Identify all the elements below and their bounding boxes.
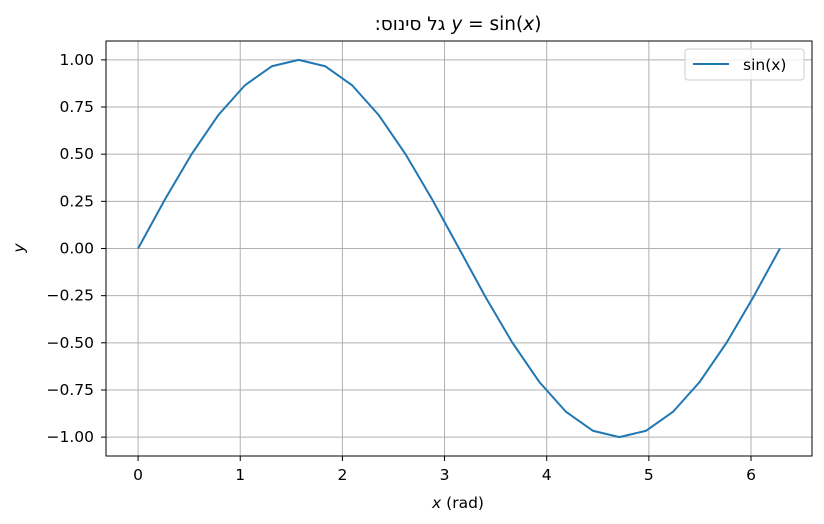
x-tick-label: 4 <box>542 466 552 484</box>
series-line-sin <box>137 58 781 439</box>
x-tick-label: 5 <box>644 466 654 484</box>
x-axis-label: x (rad) <box>431 494 484 512</box>
tick-marks <box>101 59 752 461</box>
y-tick-label: −0.75 <box>47 381 95 399</box>
x-tick-labels: 0 1 2 3 4 5 6 <box>133 466 756 484</box>
x-tick-label: 0 <box>133 466 143 484</box>
series-lines <box>137 58 781 439</box>
chart-title: גל סינוס: y = sin(x) <box>375 14 542 35</box>
x-tick-label: 1 <box>235 466 245 484</box>
x-tick-label: 6 <box>746 466 756 484</box>
y-tick-label: −0.25 <box>47 287 95 305</box>
legend-box <box>684 48 805 81</box>
y-axis-label: y <box>10 243 28 254</box>
y-tick-label: 0.75 <box>59 98 94 116</box>
y-tick-label: −1.00 <box>47 428 95 446</box>
y-tick-labels: 1.00 0.75 0.50 0.25 0.00 −0.25 −0.50 −0.75 −1.00 <box>47 51 95 446</box>
x-tick-label: 3 <box>440 466 450 484</box>
y-tick-label: 1.00 <box>59 51 94 69</box>
x-tick-label: 2 <box>337 466 347 484</box>
legend-label-sin: sin(x) <box>743 56 786 74</box>
y-tick-label: 0.00 <box>59 240 94 258</box>
legend: sin(x) <box>684 48 805 81</box>
y-tick-label: −0.50 <box>47 334 95 352</box>
grid <box>106 41 812 456</box>
y-tick-label: 0.50 <box>59 145 94 163</box>
y-tick-label: 0.25 <box>59 192 94 210</box>
